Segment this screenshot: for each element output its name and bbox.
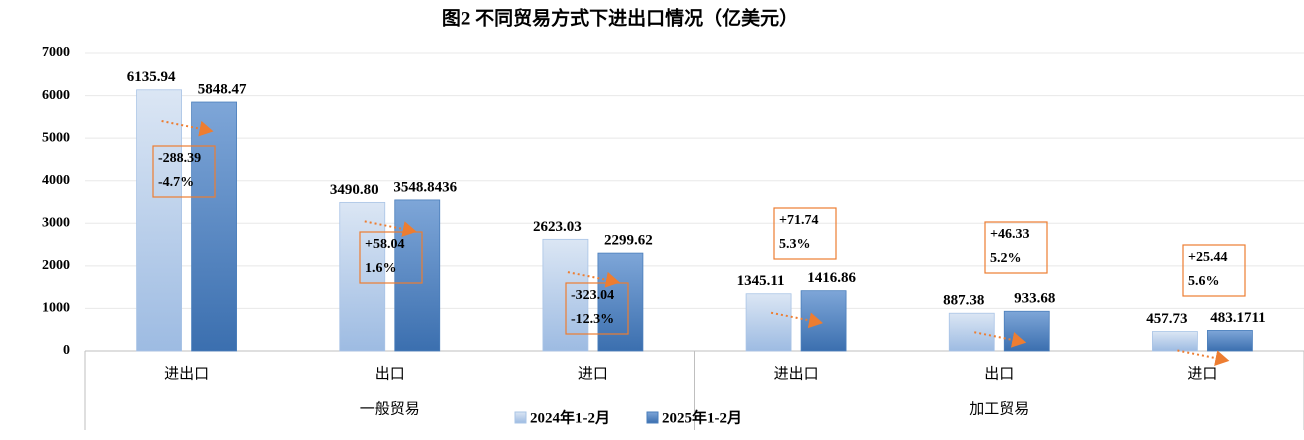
value-label: 3490.80 bbox=[330, 182, 379, 198]
annotation-box bbox=[152, 145, 216, 198]
annotation-box bbox=[984, 221, 1048, 274]
annotation-box bbox=[773, 207, 837, 260]
bar bbox=[1152, 331, 1198, 352]
y-tick-label: 1000 bbox=[42, 301, 70, 316]
value-label: 887.38 bbox=[943, 293, 984, 309]
trend-arrow bbox=[567, 271, 620, 288]
value-label: 6135.94 bbox=[127, 69, 176, 85]
trend-arrow bbox=[161, 120, 214, 137]
bar bbox=[948, 312, 995, 352]
annotation-text: -288.39 bbox=[158, 151, 201, 166]
trend-arrow bbox=[364, 220, 417, 237]
bar bbox=[339, 201, 386, 352]
x-tick-label: 进口 bbox=[578, 365, 608, 382]
bar bbox=[1207, 330, 1253, 352]
x-tick-label: 进出口 bbox=[774, 365, 819, 382]
group-label: 一般贸易 bbox=[360, 400, 420, 417]
legend-swatch bbox=[514, 411, 527, 424]
group-label: 加工贸易 bbox=[969, 400, 1029, 417]
chart-title: 图2 不同贸易方式下进出口情况（亿美元） bbox=[442, 6, 798, 29]
trend-arrow bbox=[770, 311, 824, 329]
value-label: 483.1711 bbox=[1210, 310, 1265, 326]
x-tick-label: 进出口 bbox=[164, 365, 209, 382]
value-label: 3548.8436 bbox=[393, 179, 457, 195]
y-tick-label: 6000 bbox=[42, 88, 70, 103]
legend-label: 2025年1-2月 bbox=[662, 408, 742, 426]
y-tick-label: 4000 bbox=[42, 173, 70, 188]
x-tick-label: 出口 bbox=[375, 365, 405, 382]
y-tick-label: 7000 bbox=[42, 45, 70, 60]
annotation-text: -12.3% bbox=[571, 312, 614, 327]
annotation-text: 5.3% bbox=[779, 237, 811, 252]
y-tick-label: 0 bbox=[63, 343, 70, 358]
value-label: 5848.47 bbox=[198, 81, 247, 97]
value-label: 1345.11 bbox=[737, 273, 785, 289]
annotation-text: 1.6% bbox=[365, 261, 397, 276]
legend-swatch bbox=[646, 411, 659, 424]
annotation-text: +58.04 bbox=[365, 237, 404, 252]
annotation-text: +25.44 bbox=[1188, 250, 1227, 265]
bar bbox=[597, 252, 644, 352]
annotation-box bbox=[359, 231, 423, 284]
y-tick-label: 5000 bbox=[42, 130, 70, 145]
value-label: 2299.62 bbox=[604, 233, 653, 249]
bar bbox=[191, 101, 237, 352]
value-label: 2623.03 bbox=[533, 219, 582, 235]
value-label: 1416.86 bbox=[807, 270, 856, 286]
y-tick-label: 3000 bbox=[42, 216, 70, 231]
annotation-text: +46.33 bbox=[990, 227, 1029, 242]
legend-label: 2024年1-2月 bbox=[530, 408, 610, 426]
value-label: 457.73 bbox=[1146, 311, 1187, 327]
trend-arrow bbox=[974, 331, 1027, 348]
annotation-text: +71.74 bbox=[779, 213, 818, 228]
bar bbox=[800, 290, 847, 352]
bar bbox=[394, 199, 441, 352]
trend-arrow bbox=[1177, 349, 1230, 367]
annotation-text: -4.7% bbox=[158, 175, 194, 190]
x-tick-label: 出口 bbox=[984, 365, 1014, 382]
x-tick-label: 进口 bbox=[1187, 365, 1217, 382]
value-label: 933.68 bbox=[1014, 291, 1055, 307]
annotation-box bbox=[1182, 244, 1246, 297]
annotation-text: 5.6% bbox=[1188, 274, 1220, 289]
y-tick-label: 2000 bbox=[42, 258, 70, 273]
bar bbox=[1003, 310, 1050, 352]
bar bbox=[136, 89, 182, 352]
annotation-box bbox=[565, 282, 629, 335]
bar bbox=[745, 293, 792, 352]
annotation-text: -323.04 bbox=[571, 288, 614, 303]
annotation-text: 5.2% bbox=[990, 251, 1022, 266]
